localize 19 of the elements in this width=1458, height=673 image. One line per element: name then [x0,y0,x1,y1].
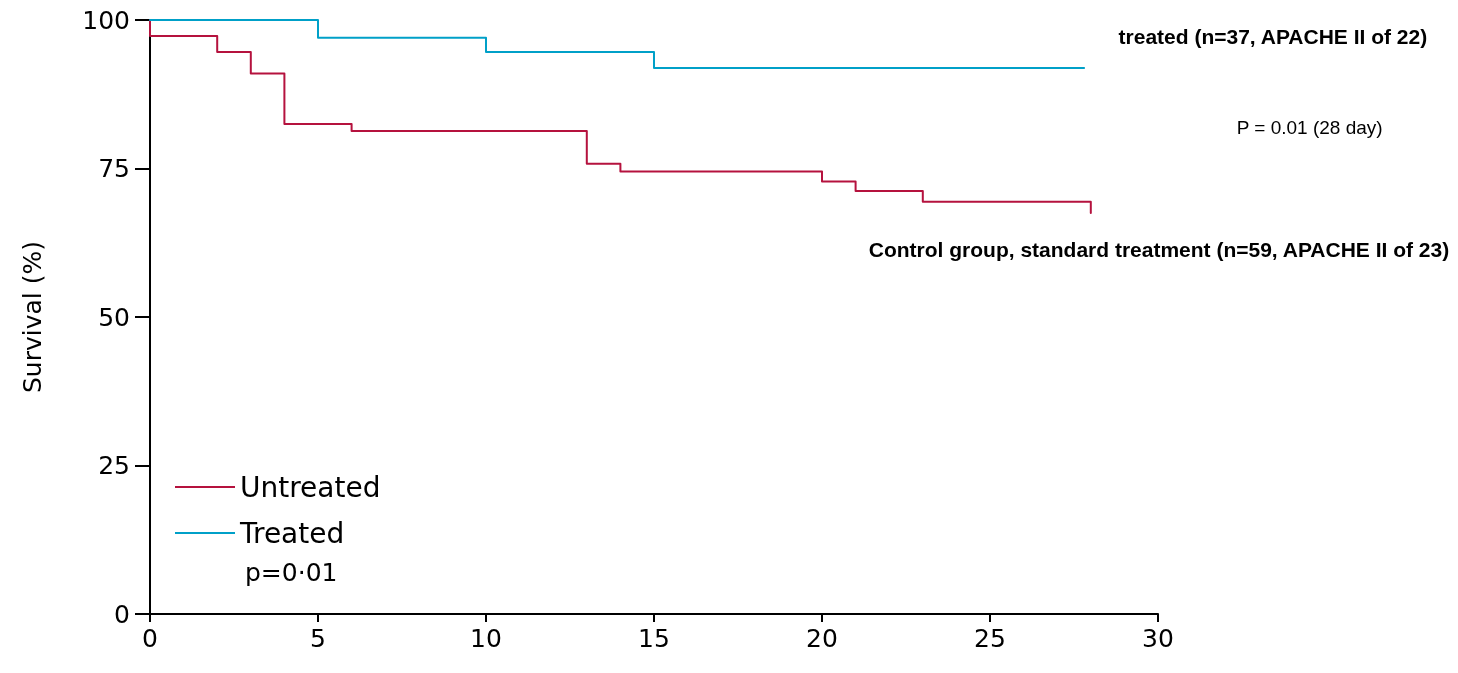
annotation: treated (n=37, APACHE II of 22) [1118,25,1428,48]
annotation: p=0·01 [245,558,338,587]
y-tick-label: 25 [98,451,130,480]
y-axis-title: Survival (%) [18,240,47,394]
y-tick-label: 100 [82,5,130,35]
legend-label: Treated [239,516,345,550]
y-tick-label: 50 [98,302,130,332]
text: P = 0.01 (28 day) [1236,117,1383,138]
y-tick-label: 0 [114,599,130,629]
y-tick-label: 75 [98,154,130,183]
x-tick-label: 25 [974,624,1006,653]
annotation: Control group, standard treatment (n=59, APACHE II of 23) [868,238,1450,261]
x-tick-label: 10 [470,624,502,653]
x-tick-label: 5 [310,624,326,653]
x-tick-label: 30 [1142,624,1174,653]
x-tick-label: 0 [142,624,158,653]
x-tick-label: 15 [638,624,670,653]
legend-label: Untreated [240,470,381,504]
x-tick-label: 20 [806,624,838,653]
